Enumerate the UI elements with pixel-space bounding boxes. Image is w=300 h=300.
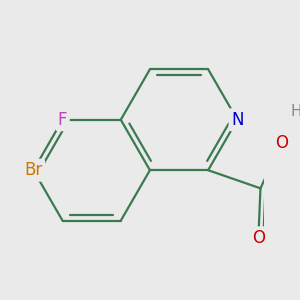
Text: O: O: [275, 134, 288, 152]
Text: H: H: [290, 104, 300, 119]
Text: F: F: [58, 111, 67, 129]
Text: N: N: [231, 111, 244, 129]
Text: Br: Br: [24, 161, 43, 179]
Text: O: O: [252, 229, 265, 247]
